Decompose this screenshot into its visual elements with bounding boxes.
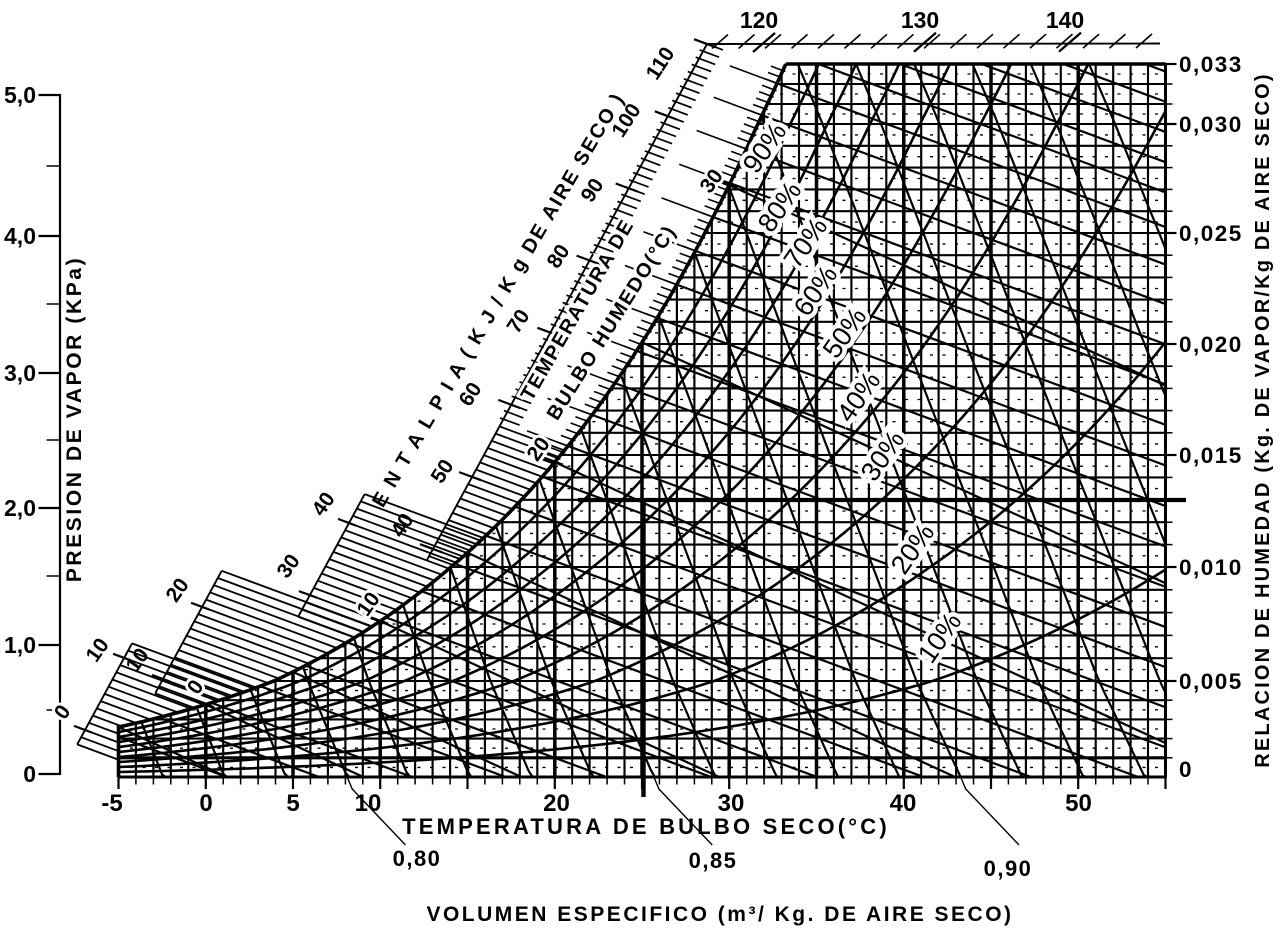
svg-text:120: 120 xyxy=(740,7,778,33)
svg-text:2,0: 2,0 xyxy=(4,495,36,521)
svg-text:20: 20 xyxy=(543,790,570,817)
svg-text:50: 50 xyxy=(1065,790,1092,817)
svg-text:0,90: 0,90 xyxy=(984,856,1033,881)
svg-text:5,0: 5,0 xyxy=(4,82,36,108)
svg-text:VOLUMEN ESPECIFICO (m³/ Kg.: VOLUMEN ESPECIFICO (m³/ Kg. DE AIRE SECO… xyxy=(426,903,1013,926)
svg-text:0,85: 0,85 xyxy=(689,848,738,873)
svg-text:4,0: 4,0 xyxy=(4,223,36,249)
svg-text:40: 40 xyxy=(890,790,917,817)
svg-text:10: 10 xyxy=(355,790,382,817)
svg-text:140: 140 xyxy=(1046,7,1084,33)
svg-text:TEMPERATURA DE BULBO SECO(°: TEMPERATURA DE BULBO SECO(°C) xyxy=(402,814,890,839)
svg-text:0,025: 0,025 xyxy=(1179,221,1243,246)
svg-text:0,015: 0,015 xyxy=(1179,443,1243,468)
svg-text:PRESION DE VAPOR (KPa): PRESION DE VAPOR (KPa) xyxy=(63,256,86,582)
svg-text:0,005: 0,005 xyxy=(1179,669,1243,694)
svg-text:0,80: 0,80 xyxy=(393,846,442,871)
svg-text:3,0: 3,0 xyxy=(4,360,36,386)
svg-text:RELACION DE HUMEDAD (Kg. DE: RELACION DE HUMEDAD (Kg. DE VAPOR/Kg DE … xyxy=(1252,72,1274,768)
svg-text:0,010: 0,010 xyxy=(1179,555,1243,580)
svg-text:0,030: 0,030 xyxy=(1179,112,1243,137)
svg-text:0: 0 xyxy=(23,761,36,787)
svg-text:0: 0 xyxy=(1179,757,1192,782)
svg-text:130: 130 xyxy=(901,7,939,33)
svg-text:5: 5 xyxy=(286,790,299,817)
svg-text:0: 0 xyxy=(199,790,212,817)
svg-text:1,0: 1,0 xyxy=(4,632,36,658)
svg-text:0,033: 0,033 xyxy=(1179,52,1243,77)
svg-text:-5: -5 xyxy=(101,790,122,817)
svg-text:30: 30 xyxy=(718,790,745,817)
svg-text:0,020: 0,020 xyxy=(1179,332,1243,357)
